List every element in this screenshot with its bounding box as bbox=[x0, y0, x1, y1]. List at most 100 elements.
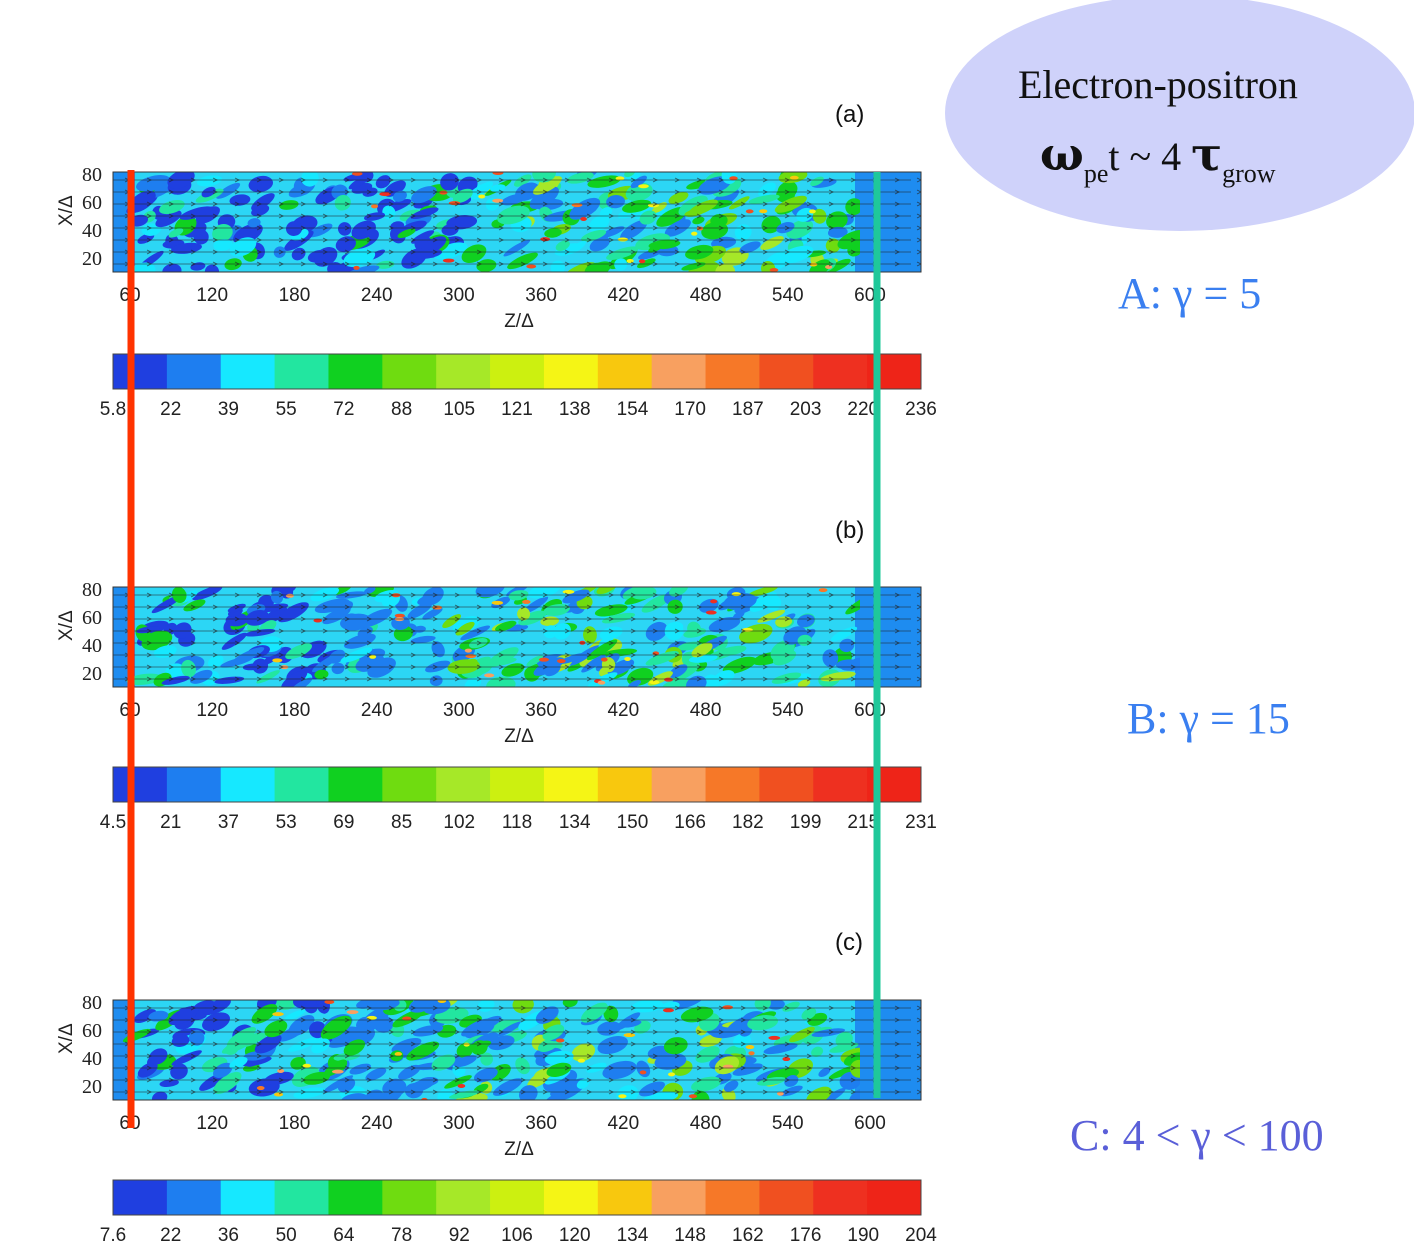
vector-arrow bbox=[410, 652, 416, 658]
vector-arrow bbox=[542, 225, 548, 231]
vector-arrow bbox=[784, 676, 790, 682]
density-hotspot bbox=[618, 1094, 627, 1099]
vector-arrow bbox=[806, 177, 812, 183]
density-blob bbox=[628, 679, 642, 687]
vector-arrow bbox=[190, 1065, 196, 1071]
colorbar-swatch bbox=[166, 767, 222, 802]
vector-arrow bbox=[256, 261, 262, 267]
vector-arrow bbox=[410, 664, 416, 670]
colorbar-tick-label: 72 bbox=[333, 399, 354, 420]
vector-arrow bbox=[828, 213, 834, 219]
vector-arrow bbox=[410, 1005, 416, 1011]
vector-arrow bbox=[608, 1041, 614, 1047]
vector-arrow bbox=[432, 177, 438, 183]
vector-arrow bbox=[366, 1041, 372, 1047]
colorbar-tick-label: 148 bbox=[674, 1225, 706, 1246]
vector-arrow bbox=[322, 652, 328, 658]
density-hotspot bbox=[277, 1068, 285, 1073]
vector-arrow bbox=[630, 664, 636, 670]
vector-arrow bbox=[784, 628, 790, 634]
vector-arrow bbox=[696, 189, 702, 195]
vector-arrow bbox=[388, 1029, 394, 1035]
vector-arrow bbox=[828, 1029, 834, 1035]
vector-arrow bbox=[652, 1089, 658, 1095]
vector-arrow bbox=[740, 592, 746, 598]
colorbar-swatch bbox=[597, 767, 653, 802]
vector-arrow bbox=[696, 1041, 702, 1047]
vector-arrow bbox=[630, 249, 636, 255]
vector-arrow bbox=[542, 604, 548, 610]
density-hotspot bbox=[331, 1069, 344, 1074]
vector-arrow bbox=[454, 640, 460, 646]
x-tick-label: 420 bbox=[607, 285, 639, 306]
vector-arrow bbox=[740, 1005, 746, 1011]
vector-arrow bbox=[718, 261, 724, 267]
vector-arrow bbox=[410, 1041, 416, 1047]
density-blob bbox=[212, 223, 233, 242]
density-blob bbox=[532, 176, 562, 195]
density-hotspot bbox=[478, 194, 486, 199]
vector-arrow bbox=[476, 177, 482, 183]
density-blob bbox=[555, 240, 570, 251]
vector-arrow bbox=[146, 640, 152, 646]
vector-arrow bbox=[388, 592, 394, 598]
density-blob bbox=[285, 221, 303, 236]
vector-arrow bbox=[454, 664, 460, 670]
colorbar-tick-label: 215 bbox=[847, 812, 879, 833]
vector-arrow bbox=[344, 189, 350, 195]
vector-arrow bbox=[520, 225, 526, 231]
density-blob bbox=[391, 1037, 422, 1053]
vector-arrow bbox=[762, 1029, 768, 1035]
vector-arrow bbox=[564, 1041, 570, 1047]
vector-arrow bbox=[520, 261, 526, 267]
vector-arrow bbox=[740, 640, 746, 646]
vector-arrow bbox=[806, 201, 812, 207]
vector-arrow bbox=[432, 225, 438, 231]
x-tick-label: 360 bbox=[525, 285, 557, 306]
colorbar-tick-label: 92 bbox=[449, 1225, 470, 1246]
vector-arrow bbox=[366, 664, 372, 670]
vector-arrow bbox=[476, 237, 482, 243]
vector-arrow bbox=[564, 1077, 570, 1083]
vector-arrow bbox=[300, 1005, 306, 1011]
vector-arrow bbox=[740, 652, 746, 658]
vector-arrow bbox=[674, 1041, 680, 1047]
vector-arrow bbox=[828, 1065, 834, 1071]
vector-arrow bbox=[300, 261, 306, 267]
vector-arrow bbox=[806, 1029, 812, 1035]
vector-arrow bbox=[168, 640, 174, 646]
density-blob bbox=[356, 1024, 371, 1039]
density-blob bbox=[638, 248, 663, 260]
vector-arrow bbox=[278, 261, 284, 267]
vector-arrow bbox=[322, 189, 328, 195]
density-blob bbox=[636, 1060, 651, 1078]
vector-arrow bbox=[916, 261, 921, 267]
vector-arrow bbox=[740, 1053, 746, 1059]
vector-arrow bbox=[300, 628, 306, 634]
vector-arrow bbox=[278, 592, 284, 598]
edge-region bbox=[860, 172, 921, 272]
density-blob bbox=[532, 172, 556, 183]
vector-arrow bbox=[300, 201, 306, 207]
density-blob bbox=[513, 174, 532, 187]
vector-arrow bbox=[718, 652, 724, 658]
vector-arrow bbox=[234, 189, 240, 195]
vector-arrow bbox=[278, 237, 284, 243]
vector-arrow bbox=[388, 225, 394, 231]
density-hotspot bbox=[369, 654, 377, 659]
vector-arrow bbox=[586, 225, 592, 231]
vector-arrow bbox=[696, 1077, 702, 1083]
vector-arrow bbox=[630, 676, 636, 682]
colorbar-swatch bbox=[436, 354, 491, 389]
density-blob bbox=[827, 226, 848, 238]
density-blob bbox=[433, 242, 468, 260]
vector-arrow bbox=[630, 1053, 636, 1059]
vector-arrow bbox=[828, 592, 834, 598]
vector-arrow bbox=[190, 628, 196, 634]
colorbar-swatch bbox=[490, 1180, 545, 1215]
density-blob bbox=[796, 207, 814, 222]
vector-arrow bbox=[718, 1089, 724, 1095]
density-blob bbox=[519, 1085, 538, 1100]
vector-arrow bbox=[718, 1017, 724, 1023]
density-blob bbox=[133, 1009, 157, 1023]
